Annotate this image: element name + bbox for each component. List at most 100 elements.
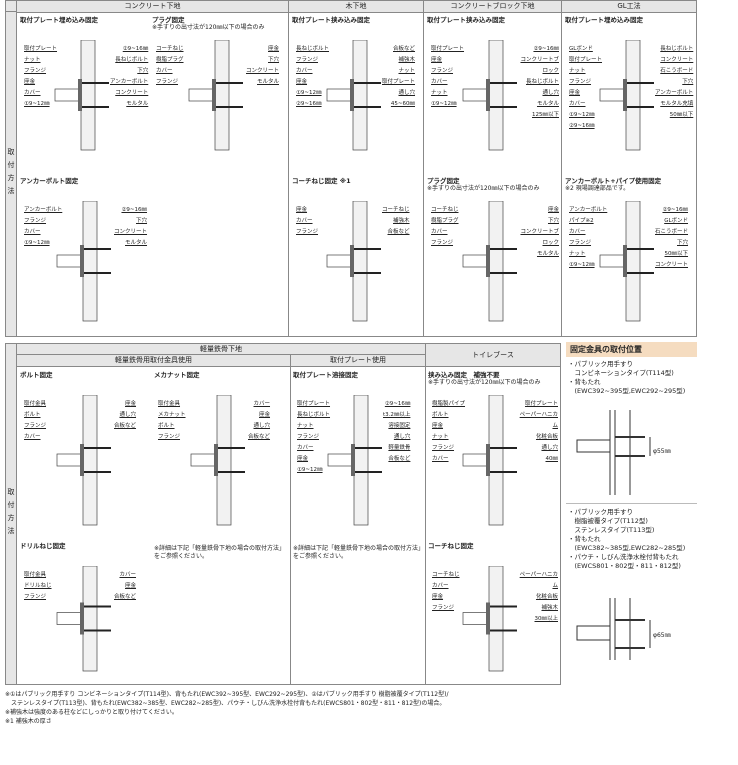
diagram-label: 座金 [569, 90, 581, 96]
diagram-label: ①9~12㎜ [431, 101, 457, 107]
diagram-label: 30㎜以上 [534, 616, 559, 622]
diagram-label: フランジ [432, 445, 455, 451]
diagram-label: 長ねじボルト [660, 46, 694, 52]
diagram-label: 化粧合板 [535, 434, 558, 440]
diagram-label: モルタル [536, 101, 559, 107]
method-panel: プラグ固定 ※手すりの出寸法が120㎜以下の場合のみ コーチねじ 樹脂プラグ カバー フラ… [152, 14, 286, 164]
diagram-label: 合板など [393, 46, 416, 52]
diagram-label: 長ねじボルト [525, 79, 559, 85]
top-table [5, 0, 697, 337]
diagram-label: GLボンド [569, 46, 593, 52]
footnotes: ※①はパブリック用手すり コンビネーションタイプ(T114型)、背もたれ(EWC… [5, 690, 448, 726]
method-note: ※2 現場調達部品です。 [565, 185, 630, 192]
diagram-label: アンカーボルト [569, 207, 608, 213]
bottom-table [5, 343, 561, 685]
diagram-label: 下穴 [677, 240, 689, 246]
diagram-label: 取付プレート [569, 57, 603, 63]
diagram-label: パイプ※2 [569, 218, 594, 224]
method-panel: 取付プレート挟み込み固定 長ねじボルト フランジ カバー 座金 ①9~12㎜ ②9~16㎜ 合… [292, 14, 422, 164]
diagram-label: カバー [431, 229, 448, 235]
diagram-label: ①9~12㎜ [24, 101, 50, 107]
diagram-label: フランジ [158, 434, 181, 440]
footnote: ステンレスタイプ(T113型)、背もたれ(EWC382~385型、EWC282~… [5, 700, 446, 707]
diagram-label: 合板など [114, 594, 137, 600]
header-light-steel: 軽量鉄骨下地 [17, 344, 425, 355]
diagram-label: フランジ [24, 218, 47, 224]
diagram-label: ②9~16㎜ [384, 401, 411, 407]
diagram-label: 合板など [248, 434, 271, 440]
method-title: ボルト固定 [20, 371, 53, 379]
col-header-glt: GL工法 [561, 1, 696, 13]
mount-position-heading: 固定金具の取付位置 [566, 342, 697, 357]
fixing-diagram [326, 40, 381, 151]
mount-group-1: ・パブリック用手すり コンビネーションタイプ(T114型) ・背もたれ (EWC… [568, 360, 685, 396]
col-header-block: コンクリートブロック下地 [423, 1, 561, 13]
method-panel: 取付プレート溶接固定 取付プレート 長ねじボルト ナット フランジ カバー 座金 ①9~12㎜… [293, 369, 423, 539]
fixing-diagram [599, 201, 654, 322]
diagram-label: 取付金具 [24, 401, 47, 407]
diagram-label: GLボンド [664, 218, 689, 224]
diagram-label: 取付プレート [524, 401, 558, 407]
method-panel: アンカーボルト+パイプ使用固定 ※2 現場調達部品です。 アンカーボルト パイプ※2 カ… [565, 175, 695, 335]
diagram-label: ボルト [158, 423, 175, 429]
method-panel: コーチねじ固定 コーチねじ カバー 座金 フランジ ペーパーハニカム 化粧合板 補強木 30㎜以… [428, 540, 558, 685]
method-title: 取付プレート挟み込み固定 [427, 16, 505, 24]
diagram-label: 座金 [432, 423, 444, 429]
diagram-label: 合板など [388, 456, 411, 462]
diagram-label: フランジ [24, 68, 47, 74]
diagram-label: ナット [432, 434, 449, 440]
diagram-label: 補強木 [393, 218, 410, 224]
group-2-line: ・パブリック用手すり [568, 508, 633, 516]
method-note: ※手すりの出寸法が120㎜以下の場合のみ [152, 24, 265, 31]
diagram-label: カバー [24, 229, 41, 235]
diagram-label: ②9~16㎜ [569, 123, 595, 129]
fixing-diagram [326, 201, 381, 322]
diagram-label: フランジ [297, 434, 320, 440]
dimension-65: φ65㎜ [653, 632, 671, 639]
method-note: ※詳細は下記「軽量鉄骨下地の場合の取付方法」をご参照ください。 [154, 545, 286, 560]
method-panel: ※詳細は下記「軽量鉄骨下地の場合の取付方法」をご参照ください。 [154, 545, 288, 585]
diagram-label: コーチねじ [432, 572, 460, 578]
diagram-label: カバー [156, 68, 173, 74]
group-2-line: (EWCS801・802型・811・812型) [568, 562, 681, 570]
diagram-label: 座金 [268, 46, 280, 52]
diagram-label: コンクリートブロック [520, 57, 559, 74]
diagram-label: カバー [297, 445, 314, 451]
subheader-steel-fitting: 軽量鉄骨用取付金具使用 [17, 355, 290, 367]
diagram-label: 取付プレート [24, 46, 58, 52]
diagram-label: フランジ [431, 240, 454, 246]
method-title: 取付プレート埋め込み固定 [20, 16, 98, 24]
bottom-side-label: 取付方法 [6, 344, 17, 684]
diagram-label: カバー [24, 90, 41, 96]
diagram-label: カバー [431, 79, 448, 85]
diagram-label: 50㎜以下 [664, 251, 689, 257]
diagram-label: コンクリート [114, 229, 148, 235]
diagram-label: 座金 [296, 79, 308, 85]
diagram-label: ナット [431, 90, 448, 96]
method-panel: アンカーボルト固定 アンカーボルト フランジ カバー ①9~12㎜ ②9~16㎜ 下穴 コンク… [20, 175, 286, 335]
subheader-plate: 取付プレート使用 [290, 355, 425, 367]
diagram-label: 座金 [125, 401, 137, 407]
diagram-label: 補強木 [398, 57, 416, 63]
diagram-label: ①9~12㎜ [296, 90, 322, 96]
diagram-label: コンクリート [655, 262, 689, 268]
method-title: アンカーボルト固定 [20, 177, 79, 185]
diagram-label: 合板など [114, 423, 137, 429]
method-panel: 挟み込み固定 補強不要 ※手すりの出寸法が120㎜以下の場合のみ 樹脂製パイプ ボルト… [428, 369, 558, 539]
diagram-label: 樹脂プラグ [431, 218, 459, 224]
dimension-55: φ55㎜ [653, 448, 671, 455]
diagram-label: 座金 [125, 583, 137, 589]
method-panel: ドリルねじ固定 取付金具 ドリルねじ フランジ カバー 座金 合板など [20, 540, 154, 685]
diagram-label: モルタル [257, 79, 280, 85]
diagram-label: モルタル [125, 240, 148, 246]
group-2-line: ・パウチ・しびん洗浄水栓付背もたれ [568, 553, 679, 561]
diagram-label: 125㎜以下 [532, 112, 559, 118]
diagram-label: ②9~16㎜ [121, 207, 148, 213]
method-title: 取付プレート埋め込み固定 [565, 16, 643, 24]
method-panel: コーチねじ固定 ※1 座金 カバー フランジ コーチねじ 補強木 合板など [292, 175, 422, 335]
fixing-diagram [190, 395, 245, 526]
method-title: コーチねじ固定 [428, 542, 474, 550]
diagram-label: 座金 [297, 456, 309, 462]
diagram-label: ①9~12㎜ [24, 240, 50, 246]
group-2-line: ステンレスタイプ(T113型) [568, 526, 655, 534]
